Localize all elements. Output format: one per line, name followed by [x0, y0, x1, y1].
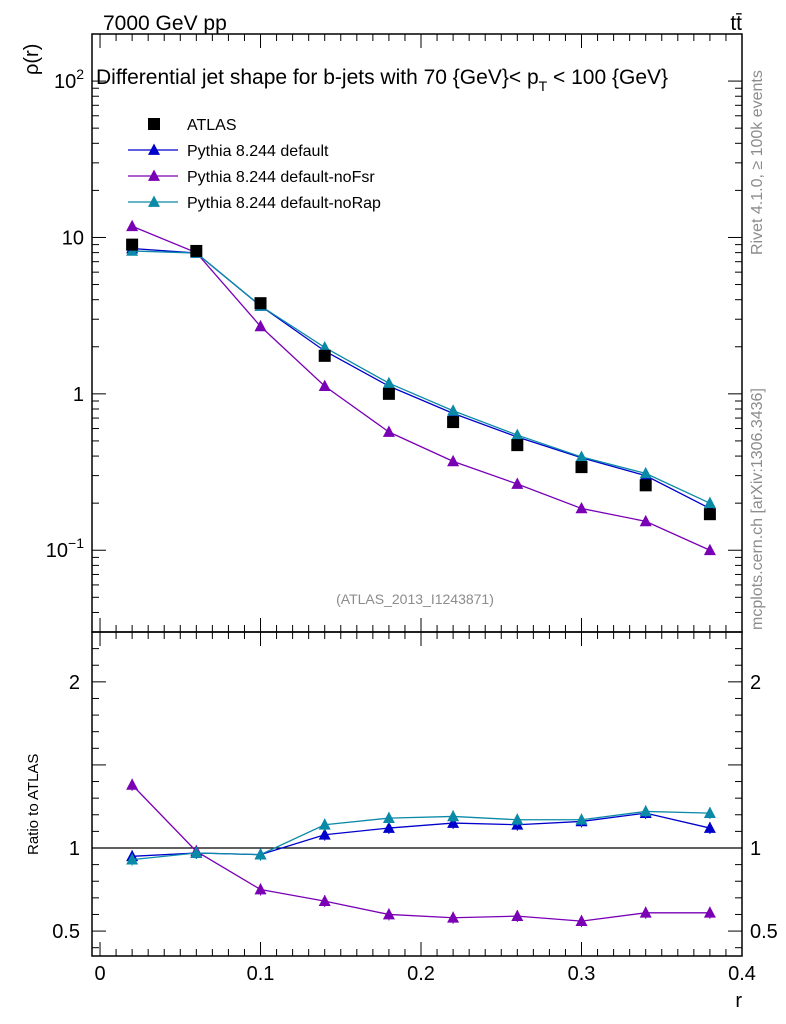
data-point	[382, 387, 395, 400]
ratio-tick-label-right: 0.5	[750, 921, 778, 943]
ratio-marker-2	[639, 804, 652, 817]
ratio-marker-1	[511, 909, 524, 921]
legend-marker-data	[148, 118, 160, 130]
process-label: tt̄	[730, 12, 742, 35]
series-marker-1	[318, 379, 331, 392]
ratio-marker-1	[703, 906, 716, 918]
y-axis-label: ρ(r)	[21, 44, 43, 75]
main-series-layer	[126, 219, 716, 556]
ratio-axis-label: Ratio to ATLAS	[25, 754, 42, 855]
series-line-2	[132, 250, 711, 504]
plot-title: Differential jet shape for b-jets with 7…	[96, 66, 668, 94]
data-point	[318, 349, 331, 362]
x-tick-label: 0.1	[247, 963, 275, 985]
series-marker-1	[447, 454, 460, 467]
ratio-marker-2	[447, 809, 460, 822]
data-point	[575, 461, 588, 474]
series-marker-2	[511, 428, 524, 440]
legend-marker	[148, 143, 160, 155]
series-marker-1	[703, 543, 716, 556]
x-tick-label: 0.3	[568, 963, 596, 985]
ratio-marker-0	[382, 821, 395, 833]
ratio-marker-1	[318, 894, 331, 907]
ratio-marker-1	[254, 883, 267, 895]
ratio-marker-0	[703, 821, 716, 833]
ratio-plot-frame	[91, 631, 743, 957]
series-marker-1	[511, 477, 524, 489]
ratio-marker-1	[639, 906, 652, 918]
ratio-marker-2	[703, 806, 716, 818]
rivet-version-label: Rivet 4.1.0, ≥ 100k events	[749, 70, 766, 255]
series-marker-2	[575, 450, 588, 462]
legend-marker	[148, 195, 160, 207]
data-point	[639, 479, 652, 492]
data-point	[703, 508, 716, 521]
legend-label: Pythia 8.244 default-noRap	[187, 195, 381, 212]
x-tick-label: 0	[94, 963, 105, 985]
series-marker-1	[126, 219, 139, 232]
series-marker-1	[639, 514, 652, 527]
ratio-marker-2	[126, 853, 139, 865]
mcplots-label: mcplots.cern.ch [arXiv:1306.3436]	[749, 388, 766, 630]
ratio-line-2	[132, 810, 710, 861]
legend-label: Pythia 8.244 default	[187, 143, 329, 160]
plot-title-tail: < 100 {GeV}	[547, 66, 668, 89]
ratio-line-0	[132, 812, 711, 857]
series-line-0	[132, 247, 711, 510]
ratio-marker-2	[511, 813, 524, 825]
ratio-series-layer	[126, 778, 716, 928]
legend-label: Pythia 8.244 default-noFsr	[187, 169, 375, 186]
ratio-tick-label-left: 2	[69, 672, 80, 694]
legend-label: ATLAS	[187, 117, 237, 134]
x-tick-label: 0.2	[407, 963, 435, 985]
ratio-tick-label-left: 1	[69, 838, 80, 860]
y-tick-label: 1	[73, 384, 84, 406]
data-point	[511, 439, 524, 452]
series-marker-1	[382, 425, 395, 437]
series-marker-2	[639, 466, 652, 479]
y-tick-label: 10	[62, 227, 84, 249]
ratio-line-1	[131, 784, 710, 922]
ratio-marker-1	[382, 907, 395, 920]
series-line-1	[131, 225, 711, 551]
legend: ATLAS Pythia 8.244 default Pythia 8.244 de…	[128, 117, 381, 212]
legend-marker	[148, 169, 160, 181]
ratio-marker-2	[382, 811, 395, 823]
x-tick-label: 0.4	[728, 963, 756, 985]
ratio-tick-label-right: 1	[750, 838, 761, 860]
analysis-label: (ATLAS_2013_I1243871)	[336, 591, 494, 607]
x-axis-label: r	[735, 990, 742, 1012]
data-point	[254, 297, 267, 310]
series-marker-2	[382, 376, 395, 389]
energy-label: 7000 GeV pp	[103, 12, 227, 35]
data-point	[126, 238, 139, 251]
ratio-marker-1	[126, 778, 139, 790]
axis-ticks: 0 0.1 0.2 0.3 0.4 10−1 1 10 102 0.5 0.5 1 1 2 2	[46, 33, 778, 985]
y-tick-label: 10−1	[46, 535, 84, 562]
series-marker-2	[447, 404, 460, 416]
ratio-tick-label-left: 0.5	[52, 921, 80, 943]
plot-title-main: Differential jet shape for b-jets with 7…	[96, 66, 539, 89]
series-marker-2	[703, 496, 716, 509]
series-marker-1	[254, 319, 267, 332]
series-marker-1	[575, 501, 588, 514]
ratio-marker-0	[318, 828, 331, 840]
ratio-marker-2	[575, 813, 588, 825]
ratio-marker-1	[447, 911, 460, 923]
plot-title-subscript: T	[539, 78, 548, 94]
data-point	[190, 244, 203, 257]
ratio-marker-1	[575, 914, 588, 926]
ratio-tick-label-right: 2	[750, 672, 761, 694]
ratio-marker-2	[190, 846, 203, 858]
ratio-marker-2	[318, 818, 331, 830]
data-point	[447, 416, 460, 429]
ratio-marker-2	[254, 848, 267, 860]
series-marker-2	[318, 340, 331, 353]
y-tick-label: 102	[54, 66, 84, 93]
